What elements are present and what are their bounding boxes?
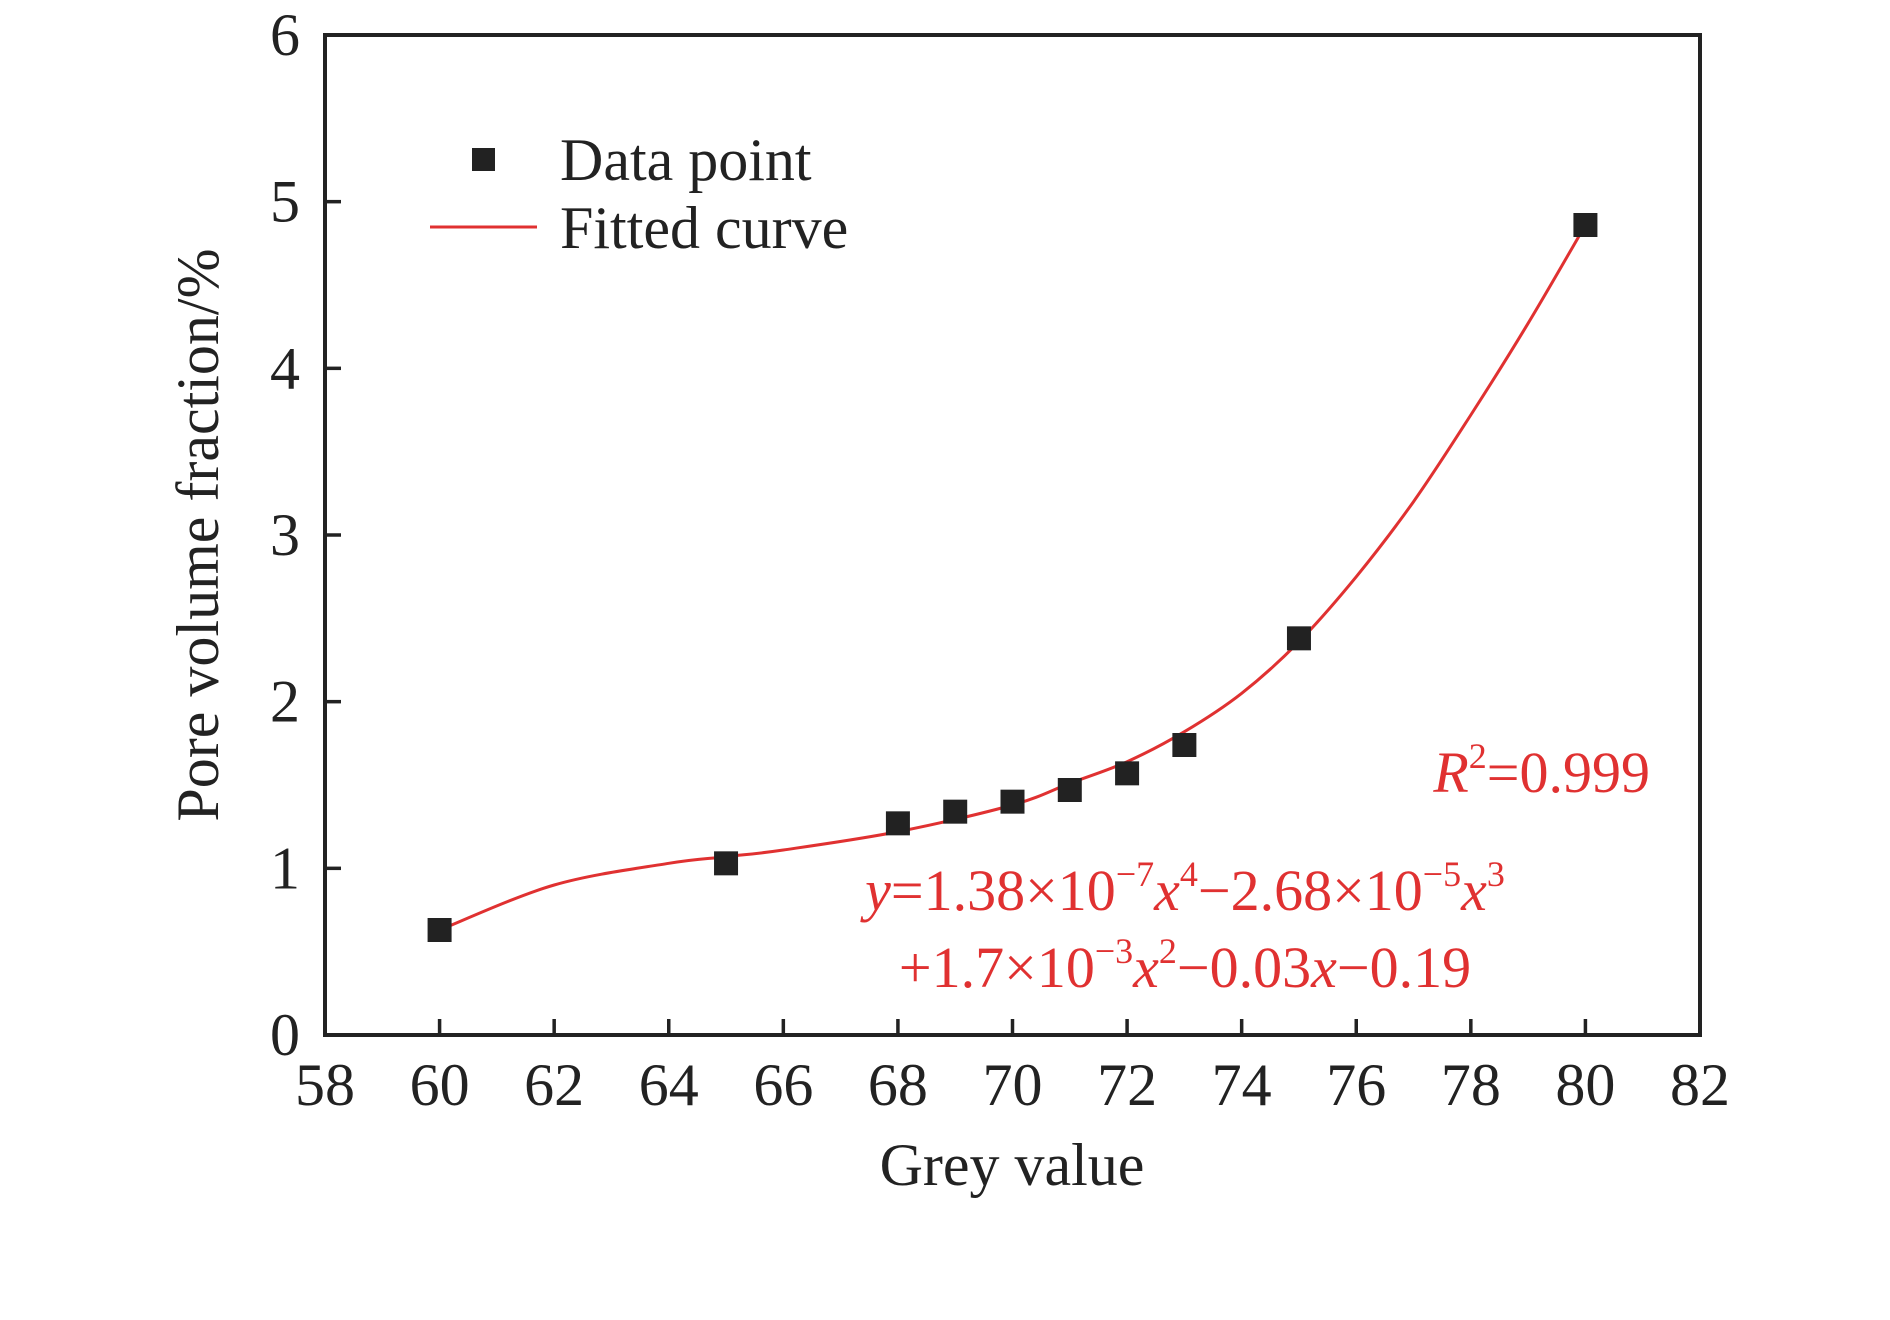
- equation-segment: 2: [1159, 931, 1177, 971]
- equation-segment: −2.68×10: [1198, 858, 1423, 923]
- curve-layer: [439, 224, 1587, 932]
- x-tick-label: 76: [1326, 1052, 1386, 1118]
- legend-label-data-point: Data point: [560, 127, 812, 193]
- equation-segment: y: [860, 858, 891, 923]
- x-tick-label: 74: [1212, 1052, 1272, 1118]
- equation-segment: −0.19: [1337, 935, 1471, 1000]
- ticks-layer: 58 60 62 64 66 68 70 72 74 76 78 80 82 0 1 2 3 4 5 6: [270, 2, 1730, 1118]
- x-tick-label: 82: [1670, 1052, 1730, 1118]
- x-axis-title: Grey value: [880, 1132, 1145, 1198]
- equation-segment: x: [1132, 935, 1159, 1000]
- data-point-marker: [714, 851, 739, 876]
- r2-symbol: R: [1432, 740, 1468, 805]
- x-tick-label: 62: [524, 1052, 584, 1118]
- equation-segment: 4: [1180, 854, 1198, 894]
- x-tick-label: 58: [295, 1052, 355, 1118]
- x-tick-label: 80: [1555, 1052, 1615, 1118]
- x-tick-label: 78: [1441, 1052, 1501, 1118]
- data-point-marker: [943, 799, 968, 824]
- y-tick-label: 2: [270, 669, 300, 735]
- data-point-marker: [885, 811, 910, 836]
- equation-segment: 3: [1487, 854, 1505, 894]
- r2-superscript: 2: [1469, 736, 1487, 776]
- legend-marker-data-point: [472, 148, 495, 171]
- equation-segment: −0.03: [1177, 935, 1311, 1000]
- equation-segment: =1.38×10: [891, 858, 1116, 923]
- data-point-marker: [1172, 733, 1197, 757]
- equation-segment: x: [1460, 858, 1487, 923]
- r2-value: =0.999: [1487, 740, 1650, 805]
- x-tick-label: 64: [639, 1052, 699, 1118]
- plot-frame: [323, 33, 1702, 1037]
- y-tick-label: 0: [270, 1002, 300, 1068]
- r-squared-annotation: R2=0.999: [1432, 736, 1650, 805]
- y-tick-label: 5: [270, 169, 300, 235]
- equation-segment: −3: [1095, 931, 1133, 971]
- legend-label-fitted-curve: Fitted curve: [560, 195, 848, 261]
- equation-segment: −5: [1423, 854, 1461, 894]
- y-tick-label: 1: [270, 835, 300, 901]
- x-tick-label: 70: [983, 1052, 1043, 1118]
- x-tick-label: 68: [868, 1052, 928, 1118]
- y-axis-title: Pore volume fraction/%: [165, 248, 231, 821]
- fitted-curve-line: [439, 224, 1587, 932]
- legend: Data point Fitted curve: [430, 127, 848, 261]
- equation-line-1: y=1.38×10−7x4−2.68×10−5x3: [860, 854, 1505, 923]
- x-tick-label: 72: [1097, 1052, 1157, 1118]
- data-point-marker: [1000, 789, 1025, 814]
- y-tick-label: 6: [270, 2, 300, 68]
- equation-segment: x: [1153, 858, 1180, 923]
- data-point-marker: [427, 918, 452, 942]
- y-tick-label: 3: [270, 502, 300, 568]
- equation-segment: x: [1310, 935, 1337, 1000]
- data-point-marker: [1057, 778, 1082, 802]
- y-tick-label: 4: [270, 335, 300, 401]
- equation-line-2: +1.7×10−3x2−0.03x−0.19: [899, 931, 1471, 1000]
- x-tick-label: 60: [410, 1052, 470, 1118]
- equation-segment: +1.7×10: [899, 935, 1095, 1000]
- x-tick-label: 66: [753, 1052, 813, 1118]
- data-point-marker: [1115, 761, 1140, 786]
- data-point-marker: [1573, 213, 1598, 237]
- points-layer: [427, 213, 1598, 942]
- data-point-marker: [1286, 626, 1311, 651]
- equation-segment: −7: [1116, 854, 1154, 894]
